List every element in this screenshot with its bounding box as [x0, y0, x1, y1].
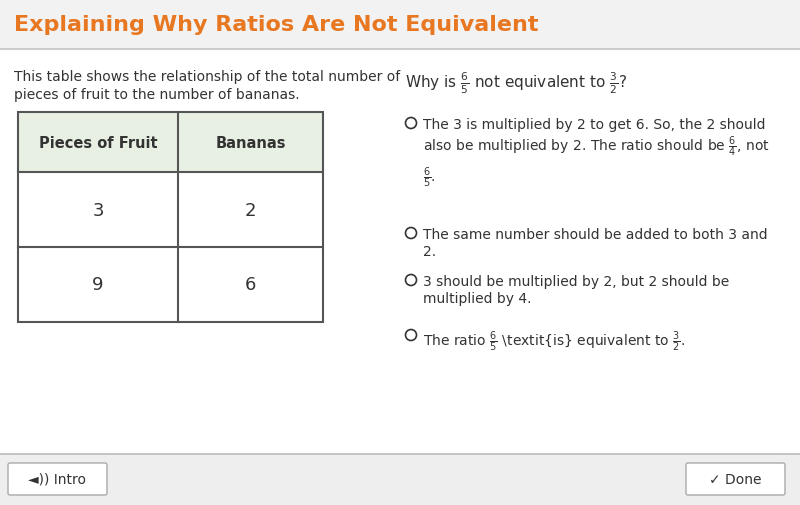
Text: 3: 3	[92, 201, 104, 219]
Text: This table shows the relationship of the total number of: This table shows the relationship of the…	[14, 70, 400, 84]
Text: Explaining Why Ratios Are Not Equivalent: Explaining Why Ratios Are Not Equivalent	[14, 15, 538, 35]
Text: Why is $\frac{6}{5}$ not equivalent to $\frac{3}{2}$?: Why is $\frac{6}{5}$ not equivalent to $…	[405, 70, 627, 95]
Text: The ratio $\frac{6}{5}$ \textit{is} equivalent to $\frac{3}{2}$.: The ratio $\frac{6}{5}$ \textit{is} equi…	[423, 329, 686, 353]
Text: 3 should be multiplied by 2, but 2 should be: 3 should be multiplied by 2, but 2 shoul…	[423, 274, 730, 288]
Text: 6: 6	[245, 276, 256, 294]
FancyBboxPatch shape	[686, 463, 785, 495]
FancyBboxPatch shape	[8, 463, 107, 495]
Text: multiplied by 4.: multiplied by 4.	[423, 291, 531, 306]
Text: 9: 9	[92, 276, 104, 294]
Text: also be multiplied by 2. The ratio should be $\frac{6}{4}$, not: also be multiplied by 2. The ratio shoul…	[423, 135, 770, 159]
Bar	[0, 454, 800, 505]
Text: 2: 2	[245, 201, 256, 219]
Text: ✓ Done: ✓ Done	[709, 472, 762, 486]
Text: 2.: 2.	[423, 244, 436, 259]
Text: ◄)) Intro: ◄)) Intro	[28, 472, 86, 486]
Text: pieces of fruit to the number of bananas.: pieces of fruit to the number of bananas…	[14, 88, 300, 102]
Text: The same number should be added to both 3 and: The same number should be added to both …	[423, 228, 768, 241]
Text: Bananas: Bananas	[215, 135, 286, 150]
Text: Pieces of Fruit: Pieces of Fruit	[38, 135, 158, 150]
Text: The 3 is multiplied by 2 to get 6. So, the 2 should: The 3 is multiplied by 2 to get 6. So, t…	[423, 118, 766, 132]
Bar	[0, 0, 800, 50]
Bar	[18, 113, 323, 173]
Bar	[18, 113, 323, 322]
Text: $\frac{6}{5}$.: $\frac{6}{5}$.	[423, 166, 436, 190]
